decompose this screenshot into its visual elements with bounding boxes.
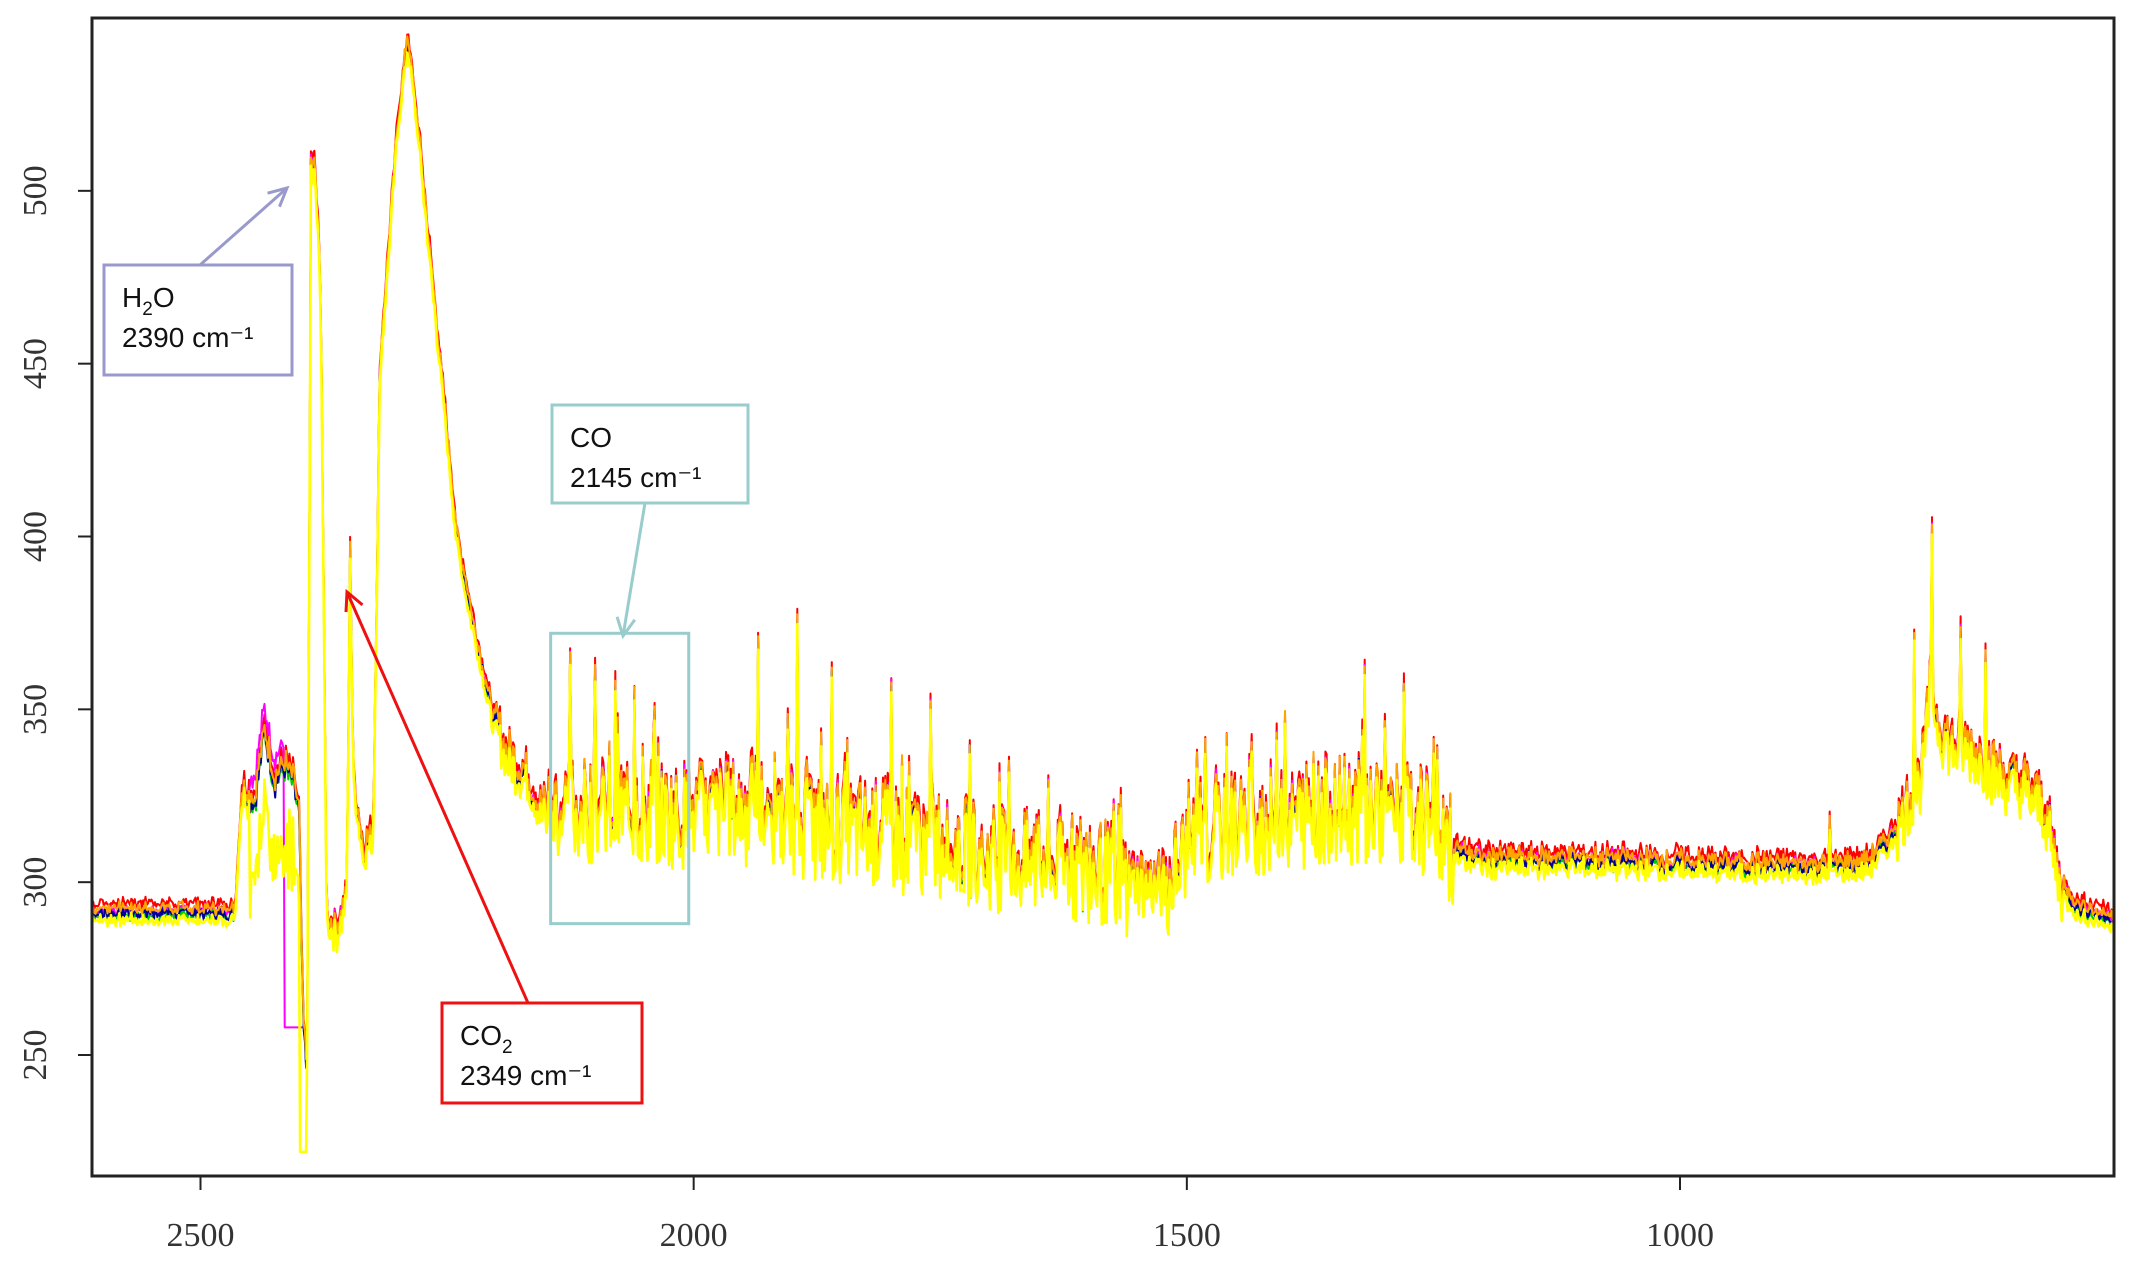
- annotation-wavenumber: 2145 cm⁻¹: [570, 462, 702, 493]
- x-tick-label-2000: 2000: [660, 1217, 728, 1254]
- y-tick-label-250: 250: [17, 1030, 54, 1081]
- annotation-molecule: CO: [570, 422, 612, 453]
- spectrum-series-1: [91, 33, 2115, 1055]
- annotation-arrowhead: [344, 588, 364, 613]
- x-tick-label-2500: 2500: [166, 1217, 234, 1254]
- annotation-box: [550, 403, 750, 505]
- annotation-box: [440, 1001, 644, 1105]
- axis-layer: 2500 2000 1500 1000 250 300 350 400 450 500: [17, 165, 1714, 1254]
- series-layer: [91, 33, 2116, 1154]
- spectrum-series-5: [91, 35, 2115, 1061]
- annotation-arrow: [621, 502, 647, 637]
- annotation-arrow: [345, 591, 530, 1004]
- annotation-wavenumber: 2349 cm⁻¹: [460, 1060, 592, 1091]
- annotation-molecule: H2O: [122, 282, 175, 320]
- y-tick-label-400: 400: [17, 511, 54, 562]
- annotation-wavenumber: 2390 cm⁻¹: [122, 322, 254, 353]
- annotation-molecule: CO2: [460, 1020, 513, 1058]
- annotation-box: [102, 263, 294, 377]
- co-highlight-region: [549, 631, 691, 926]
- y-tick-label-300: 300: [17, 857, 54, 908]
- annotation-2: CO 2145 cm⁻¹: [550, 403, 750, 640]
- spectrum-series-6: [91, 51, 2116, 1154]
- x-tick-label-1000: 1000: [1646, 1217, 1714, 1254]
- annotation-arrowhead: [267, 185, 290, 208]
- annotation-arrowhead: [615, 616, 637, 640]
- y-tick-label-500: 500: [17, 165, 54, 216]
- y-tick-label-350: 350: [17, 684, 54, 735]
- plot-frame: [90, 16, 2116, 1178]
- y-tick-label-450: 450: [17, 338, 54, 389]
- x-tick-label-1500: 1500: [1153, 1217, 1221, 1254]
- annotation-arrow: [199, 186, 288, 267]
